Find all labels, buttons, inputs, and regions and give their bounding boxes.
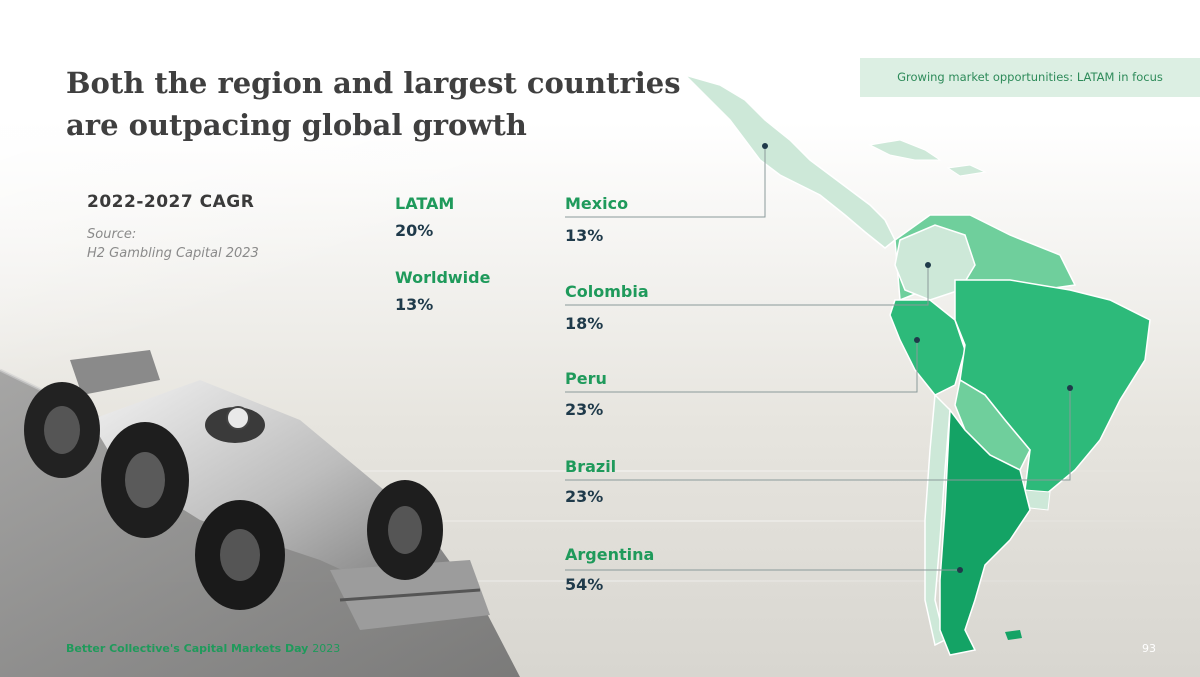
marker-argentina [957, 567, 963, 573]
worldwide-value: 13% [395, 295, 434, 314]
country-value-argentina: 54% [565, 575, 604, 594]
map-falklands [1005, 630, 1022, 640]
source-text: H2 Gambling Capital 2023 [87, 246, 259, 261]
leader-line-brazil [565, 388, 1071, 481]
marker-peru [914, 337, 920, 343]
country-label-colombia: Colombia [565, 282, 649, 301]
map-region-brazil [954, 279, 1151, 496]
map-region-mexico [682, 73, 896, 249]
map-region-argentina [939, 407, 1031, 656]
country-label-argentina: Argentina [565, 545, 655, 564]
country-label-peru: Peru [565, 369, 607, 388]
country-label-brazil: Brazil [565, 457, 617, 476]
map-region-peru [889, 299, 966, 396]
leader-line-mexico [565, 146, 766, 218]
country-value-brazil: 23% [565, 487, 604, 506]
worldwide-label: Worldwide [395, 268, 491, 287]
country-value-mexico: 13% [565, 226, 604, 245]
cagr-heading: 2022-2027 CAGR [87, 192, 255, 212]
country-value-colombia: 18% [565, 314, 604, 333]
marker-mexico [762, 143, 768, 149]
footer-text: Better Collective's Capital Markets Day … [66, 642, 340, 655]
leader-line-colombia [565, 265, 929, 306]
map-caribbean [868, 139, 942, 161]
source-label: Source: [87, 227, 137, 242]
country-label-mexico: Mexico [565, 194, 629, 213]
page-title: Both the region and largest countries ar… [66, 66, 681, 142]
country-value-peru: 23% [565, 400, 604, 419]
leader-line-peru [565, 340, 918, 393]
marker-brazil [1067, 385, 1073, 391]
footer-year: 2023 [312, 642, 341, 655]
page-number: 93 [1142, 642, 1156, 655]
latam-label: LATAM [395, 194, 455, 213]
marker-colombia [925, 262, 931, 268]
latam-value: 20% [395, 221, 434, 240]
section-tag: Growing market opportunities: LATAM in f… [860, 58, 1200, 97]
footer-label: Better Collective's Capital Markets Day [66, 642, 309, 655]
map-caribbean [946, 164, 987, 177]
